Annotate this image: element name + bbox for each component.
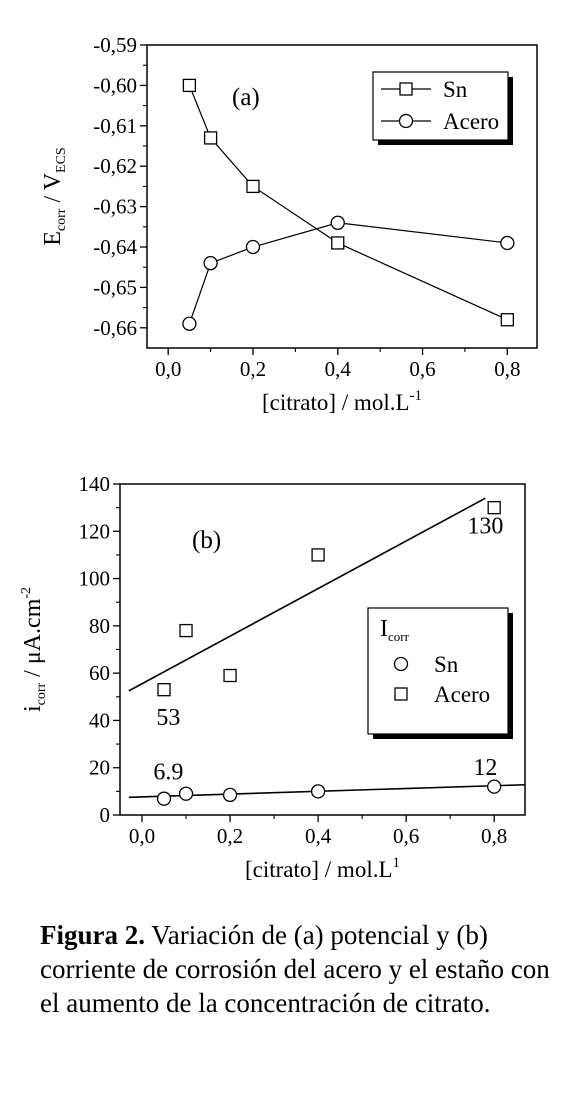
panel-label: (a) (232, 84, 260, 111)
y-tick-label: 20 (89, 756, 110, 780)
data-point-sn (222, 787, 238, 803)
data-label: 6.9 (153, 760, 183, 786)
legend-label-acero: Acero (434, 682, 490, 707)
legend-label-acero: Acero (443, 109, 499, 134)
figure-charts: 0,0 0,2 0,4 0,6 0,8 -0,59 -0,60 -0,61 -0,62 -0,63… (19, 33, 538, 882)
x-tick-label: 0,2 (240, 357, 266, 381)
data-point-acero (500, 235, 515, 251)
fit-line-acero (128, 497, 486, 692)
x-tick-label: 0,0 (129, 824, 155, 848)
y-axis-label: icorr / μA.cm-2 (19, 587, 49, 712)
y-tick-label: 0 (100, 803, 111, 827)
x-tick-label: 0,8 (481, 824, 507, 848)
data-label: 130 (467, 514, 503, 540)
data-point-acero (330, 215, 345, 230)
data-label: 12 (473, 755, 497, 781)
x-tick-label: 0,8 (494, 357, 520, 381)
data-point-acero (182, 316, 197, 331)
y-tick-label: -0,61 (93, 114, 137, 138)
y-tick-label: 40 (89, 708, 110, 732)
legend-box (367, 607, 509, 735)
series-line-acero (188, 222, 508, 324)
y-tick-label: -0,59 (93, 33, 137, 57)
data-point-sn (156, 791, 172, 806)
legend-marker-sn (393, 656, 409, 672)
y-tick-label: 140 (79, 472, 111, 496)
data-point-sn (246, 179, 260, 194)
y-axis-label: Ecorr / VECS (40, 147, 69, 245)
legend-marker-acero (398, 113, 414, 129)
x-tick-label: 0,0 (155, 357, 181, 381)
plot-frame (146, 44, 538, 349)
data-point-sn (203, 131, 218, 145)
y-tick-label: 100 (79, 567, 111, 591)
figure-caption: Figura 2. Variación de (a) potencial y (… (40, 918, 550, 1020)
data-point-sn (182, 78, 197, 93)
data-point-sn (178, 786, 194, 801)
data-point-sn (331, 236, 345, 250)
data-point-acero (311, 548, 325, 562)
chart-a: 0,0 0,2 0,4 0,6 0,8 -0,59 -0,60 -0,61 -0,62 -0,63… (40, 33, 538, 415)
data-point-acero (487, 500, 501, 515)
chart-b: 0,0 0,2 0,4 0,6 0,8 0 20 40 60 80 100 120 140 [citrat… (19, 472, 526, 882)
y-tick-label: 120 (79, 519, 111, 543)
data-point-sn (310, 784, 326, 799)
y-tick-label: 80 (89, 614, 110, 638)
x-axis-label: [citrato] / mol.L-1 (262, 388, 422, 415)
caption-text: Variación de (a) potencial y (b) corrien… (40, 920, 550, 1018)
data-point-acero (223, 668, 237, 683)
legend-marker-acero (394, 687, 408, 701)
legend-marker-sn (399, 82, 413, 96)
data-point-acero (157, 683, 171, 697)
y-tick-label: 60 (89, 661, 110, 685)
data-label: 53 (156, 705, 180, 731)
y-tick-label: -0,64 (93, 235, 137, 259)
x-tick-label: 0,6 (409, 357, 435, 381)
y-tick-label: -0,65 (93, 275, 137, 299)
caption-label: Figura 2. (40, 920, 145, 950)
legend-box (372, 71, 509, 141)
y-tick-label: -0,62 (93, 154, 137, 178)
panel-label: (b) (192, 527, 221, 554)
legend-label-sn: Sn (443, 77, 468, 102)
data-point-sn (500, 313, 514, 327)
data-point-sn (487, 779, 502, 794)
x-axis-label: [citrato] / mol.L1 (245, 855, 400, 882)
data-point-acero (245, 239, 261, 255)
fit-line-sn (128, 783, 526, 799)
y-tick-label: -0,63 (93, 195, 137, 219)
x-tick-label: 0,4 (305, 824, 332, 848)
x-tick-label: 0,2 (217, 824, 243, 848)
y-tick-label: -0,60 (93, 73, 137, 97)
x-tick-label: 0,4 (325, 357, 352, 381)
x-tick-label: 0,6 (393, 824, 419, 848)
legend-label-sn: Sn (434, 652, 459, 677)
y-tick-label: -0,66 (93, 316, 137, 340)
data-point-acero (203, 256, 218, 271)
data-point-acero (179, 623, 193, 638)
legend-title: Icorr (380, 616, 410, 644)
